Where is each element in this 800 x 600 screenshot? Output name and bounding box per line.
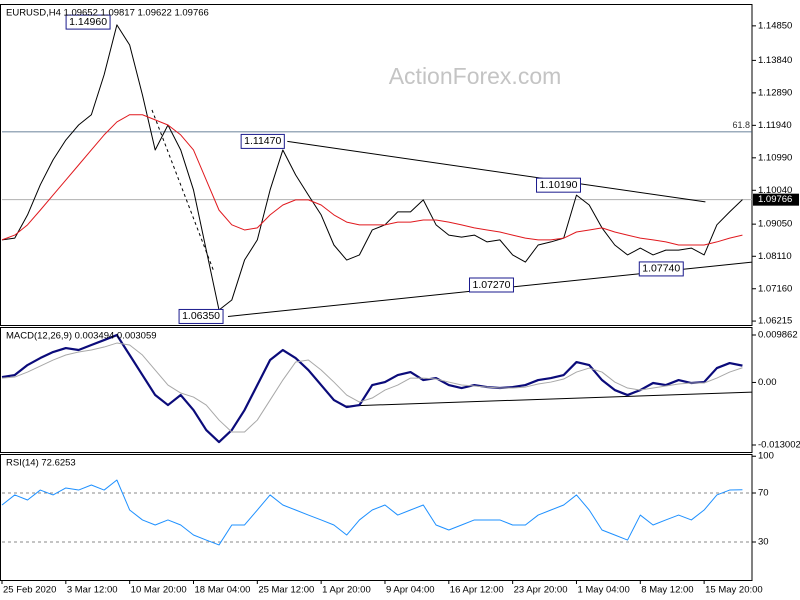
x-tick-label: 10 Mar 20:00 — [131, 585, 187, 596]
y-tick-label: 1.13840 — [758, 55, 792, 66]
panel-title: MACD(12,26,9) 0.003494 0.003059 — [6, 331, 157, 342]
series-line — [1, 24, 743, 311]
price-annotation: 1.11470 — [244, 135, 281, 147]
series-line — [1, 114, 743, 246]
series-line — [1, 479, 743, 546]
trendline — [345, 391, 753, 407]
annotation-box — [536, 177, 581, 193]
y-tick-label: 1.10990 — [758, 152, 792, 163]
y-tick-label: 1.07160 — [758, 283, 792, 294]
y-tick-label: -0.013002 — [758, 440, 800, 451]
x-tick-label: 25 Mar 12:00 — [258, 585, 314, 596]
annotation-box — [65, 14, 111, 30]
x-tick-label: 1 May 04:00 — [577, 585, 629, 596]
x-tick-label: 18 Mar 04:00 — [194, 585, 250, 596]
y-tick-label: 1.08110 — [758, 251, 792, 262]
panel-title: EURUSD,H4 1.09652 1.09817 1.09622 1.0976… — [6, 8, 209, 19]
price-annotation: 1.14960 — [69, 16, 107, 28]
y-tick-label: 1.10040 — [758, 185, 792, 196]
x-tick-label: 1 Apr 20:00 — [322, 585, 371, 596]
x-tick-label: 9 Apr 04:00 — [386, 585, 435, 596]
x-tick-label: 16 Apr 12:00 — [450, 585, 504, 596]
price-annotation: 1.10190 — [540, 179, 578, 191]
series-line — [1, 342, 743, 433]
y-tick-label: 100 — [758, 451, 774, 462]
price-annotation: 1.06350 — [182, 310, 220, 322]
trendline — [151, 109, 214, 271]
y-tick-label: 30 — [758, 537, 769, 548]
last-price-box — [753, 193, 799, 206]
x-tick-label: 15 May 20:00 — [705, 585, 763, 596]
series-line — [1, 333, 743, 444]
x-tick-label: 3 Mar 12:00 — [67, 585, 118, 596]
x-tick-label: 8 May 12:00 — [641, 585, 693, 596]
trendline — [287, 140, 706, 203]
y-tick-label: 0.009862 — [758, 330, 798, 341]
panel-frame — [0, 327, 753, 453]
x-tick-label: 23 Apr 20:00 — [514, 585, 568, 596]
y-tick-label: 0.00 — [758, 377, 777, 388]
annotation-box — [240, 133, 285, 149]
annotation-box — [178, 308, 224, 324]
fib-label: 61.8 — [732, 120, 750, 130]
y-tick-label: 1.09050 — [758, 219, 792, 230]
y-tick-label: 1.06215 — [758, 316, 792, 327]
x-tick-label: 25 Feb 2020 — [3, 585, 56, 596]
price-annotation: 1.07270 — [472, 279, 510, 291]
y-tick-label: 1.12890 — [758, 87, 792, 98]
y-tick-label: 1.14850 — [758, 20, 792, 31]
y-tick-label: 1.11940 — [758, 120, 792, 131]
annotation-box — [638, 261, 684, 277]
panel-title: RSI(14) 72.6253 — [6, 458, 76, 469]
last-price-label: 1.09766 — [758, 194, 792, 205]
panel-frame — [0, 4, 753, 326]
watermark: ActionForex.com — [389, 63, 562, 89]
panel-frame — [0, 454, 753, 581]
y-tick-label: 70 — [758, 488, 769, 499]
price-annotation: 1.07740 — [642, 263, 680, 275]
annotation-box — [468, 277, 514, 293]
